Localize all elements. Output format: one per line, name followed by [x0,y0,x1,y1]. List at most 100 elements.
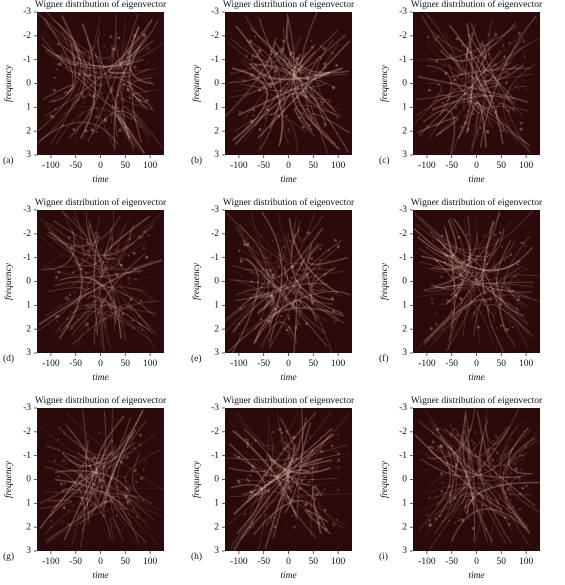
texture-streak [121,38,147,143]
texture-dot [288,326,291,329]
texture-streak [37,19,82,132]
texture-dot [57,271,61,274]
texture-dot [72,128,76,132]
texture-dot [510,279,513,282]
x-tick-label: -50 [445,557,458,567]
texture-dot [525,484,528,488]
texture-streak [71,303,116,336]
texture-dot [114,248,118,252]
texture-dot [88,93,92,97]
texture-dot [269,94,273,97]
texture-dot [53,88,56,92]
texture-dot [104,317,108,321]
texture-streak [487,303,533,353]
texture-dot [262,85,265,89]
texture-dot [320,79,324,83]
texture-dot [264,473,267,477]
x-tick-label: 0 [474,161,479,171]
texture-streak [261,212,283,328]
texture-streak [501,436,536,530]
texture-streak [38,259,163,326]
texture-dot [333,114,335,116]
texture-streak [439,436,476,543]
texture-dot [129,484,132,486]
texture-dot [450,325,454,329]
texture-dot [110,523,114,527]
texture-streak [421,255,464,306]
texture-dot [517,295,521,299]
texture-dot [106,318,109,321]
texture-streak [448,277,502,287]
texture-dot [286,486,290,490]
texture-dot [104,270,107,274]
texture-streak [52,432,157,509]
texture-dot [484,527,488,531]
texture-dot [305,74,308,78]
x-tick-label: 50 [121,359,131,369]
y-tick-label: -2 [399,427,407,437]
texture-dot [274,69,278,73]
texture-dot [71,488,74,491]
texture-dot [249,296,252,299]
texture-streak [240,42,272,79]
texture-dot [467,517,471,521]
texture-dot [498,231,502,235]
texture-dot [96,272,99,274]
texture-streak [236,217,297,264]
texture-dot [440,48,444,52]
texture-streak [82,455,97,505]
texture-dot [145,98,149,102]
texture-dot [501,471,505,475]
texture-dot [281,108,285,112]
texture-dot [60,495,62,498]
texture-dot [307,122,310,125]
texture-dot [301,259,303,262]
y-tick-label: -1 [23,55,31,65]
texture-streak [70,300,159,346]
texture-dot [88,52,90,54]
texture-streak [481,48,534,79]
texture-dot [119,263,123,267]
texture-dot [242,320,244,323]
texture-dot [465,511,467,514]
texture-dot [308,113,311,116]
texture-streak [79,482,122,492]
texture-dot [448,493,452,497]
texture-dot [142,33,146,38]
texture-dot [333,238,337,241]
texture-dot [298,486,302,491]
texture-dot [509,272,512,274]
texture-dot [61,489,65,493]
texture-streak [269,13,295,116]
texture-dot [98,300,101,303]
heatmap-texture [225,408,351,551]
texture-dot [243,512,246,516]
texture-dot [318,266,322,270]
texture-streak [228,428,273,473]
texture-streak [232,265,277,307]
texture-dot [491,287,495,291]
x-tick-label: 100 [143,557,158,567]
texture-dot [443,329,445,332]
texture-dot [61,461,63,463]
texture-dot [263,111,266,114]
y-tick-label: -3 [211,7,219,17]
y-tick-label: 1 [214,499,219,509]
texture-dot [502,62,505,65]
texture-dot [108,519,112,522]
texture-dot [266,480,270,483]
texture-dot [295,457,298,460]
texture-streak [282,259,332,298]
texture-dot [110,302,113,306]
texture-dot [466,258,470,262]
texture-streak [464,415,508,458]
texture-streak [432,32,492,128]
texture-streak [484,408,520,445]
texture-dot [238,481,241,484]
texture-dot [311,264,314,267]
y-tick-label: -3 [23,205,31,215]
texture-dot [299,476,302,479]
texture-streak [273,42,349,76]
texture-dot [321,286,324,289]
texture-dot [508,119,511,122]
